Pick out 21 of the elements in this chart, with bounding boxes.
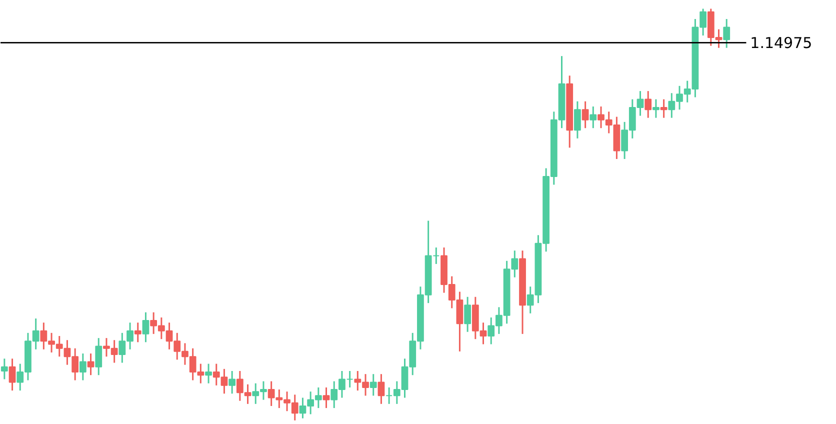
candlestick — [378, 373, 385, 405]
candlestick — [79, 352, 86, 381]
candlestick — [142, 312, 150, 343]
candlestick — [582, 100, 589, 129]
candlestick — [644, 90, 652, 119]
candlestick — [652, 98, 660, 119]
candlestick — [723, 18, 730, 49]
candlestick — [660, 98, 668, 119]
candlestick — [0, 358, 8, 380]
candlestick — [590, 106, 597, 129]
candlestick — [370, 373, 377, 396]
candlestick — [464, 296, 472, 333]
candlestick — [87, 352, 94, 376]
candlestick — [134, 322, 142, 343]
text: 1.14975 — [750, 34, 812, 52]
candlestick — [228, 370, 236, 394]
candlestick — [8, 358, 16, 392]
candlestick — [574, 100, 581, 140]
candlestick — [322, 386, 330, 409]
candlestick — [95, 337, 102, 376]
candlestick — [205, 363, 212, 384]
